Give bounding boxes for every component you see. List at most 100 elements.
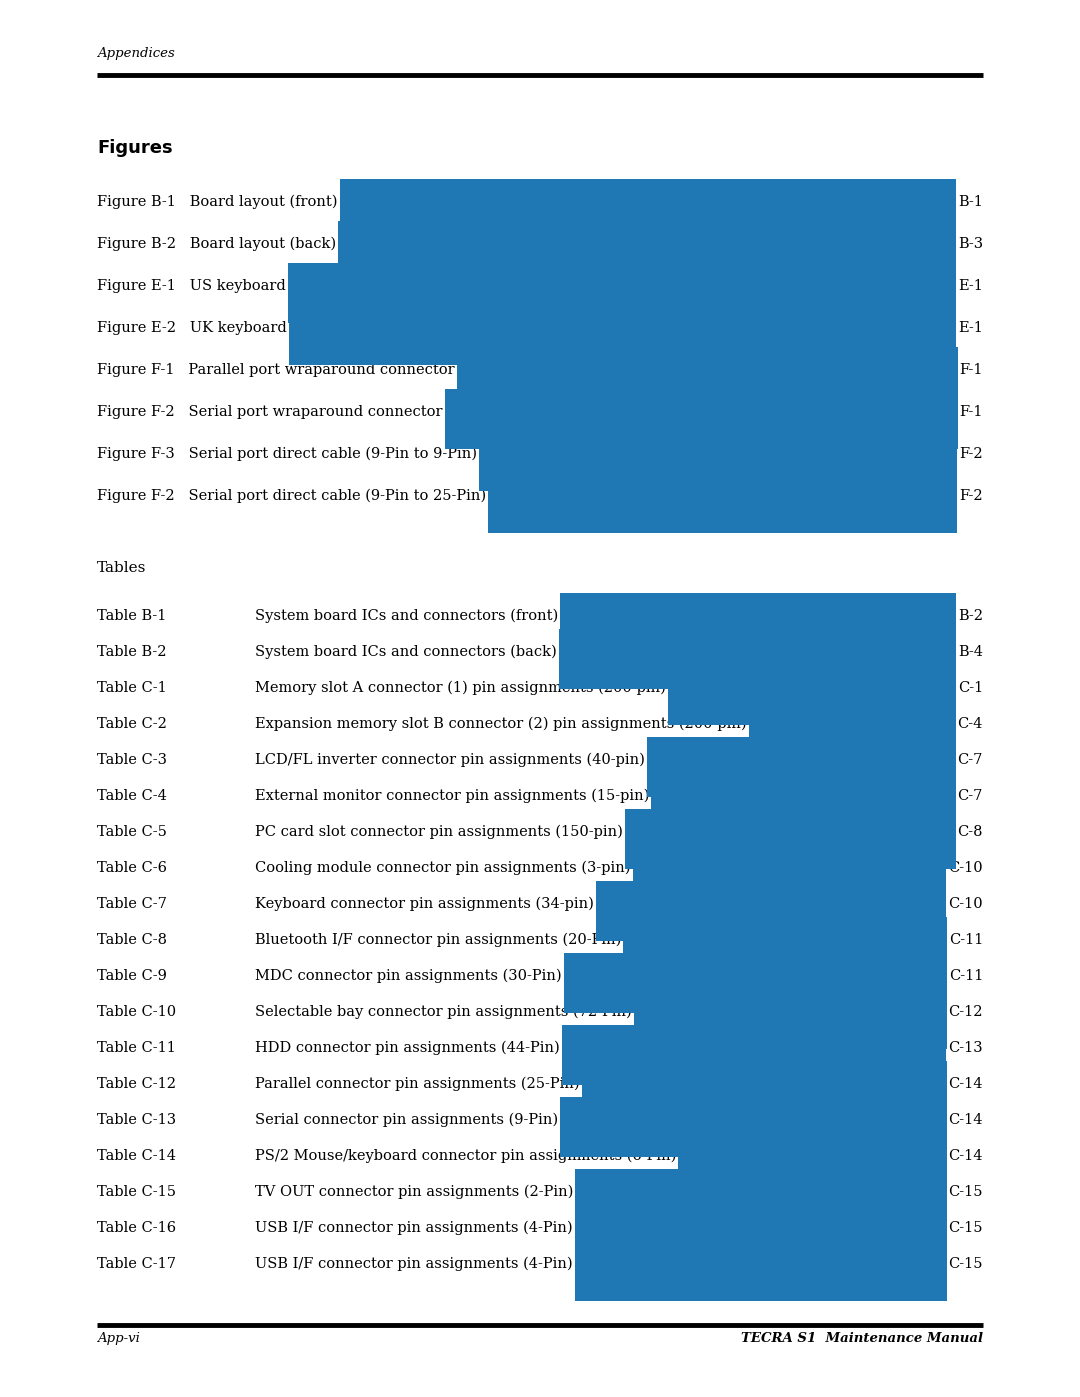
Text: Figures: Figures <box>97 138 173 156</box>
Text: ................................................................................: ........................................… <box>575 1257 1080 1271</box>
Text: C-12: C-12 <box>948 1004 983 1018</box>
Text: ................................................................................: ........................................… <box>287 279 1080 293</box>
Text: Figure F-2   Serial port wraparound connector: Figure F-2 Serial port wraparound connec… <box>97 405 443 419</box>
Text: ................................................................................: ........................................… <box>634 1004 1080 1018</box>
Text: Table C-9: Table C-9 <box>97 970 167 983</box>
Text: Table C-4: Table C-4 <box>97 789 167 803</box>
Text: Memory slot A connector (1) pin assignments (200-pin): Memory slot A connector (1) pin assignme… <box>255 680 666 694</box>
Text: MDC connector pin assignments (30-Pin): MDC connector pin assignments (30-Pin) <box>255 968 562 983</box>
Text: ................................................................................: ........................................… <box>338 237 1080 251</box>
Text: ................................................................................: ........................................… <box>678 1148 1080 1162</box>
Text: Figure B-2   Board layout (back): Figure B-2 Board layout (back) <box>97 236 336 251</box>
Text: ................................................................................: ........................................… <box>647 753 1080 767</box>
Text: System board ICs and connectors (back): System board ICs and connectors (back) <box>255 644 557 659</box>
Text: C-13: C-13 <box>948 1041 983 1055</box>
Text: C-11: C-11 <box>948 933 983 947</box>
Text: External monitor connector pin assignments (15-pin): External monitor connector pin assignmen… <box>255 789 649 803</box>
Text: ................................................................................: ........................................… <box>480 447 1080 461</box>
Text: Table C-12: Table C-12 <box>97 1077 176 1091</box>
Text: F-2: F-2 <box>959 447 983 461</box>
Text: TV OUT connector pin assignments (2-Pin): TV OUT connector pin assignments (2-Pin) <box>255 1185 573 1199</box>
Text: C-14: C-14 <box>948 1148 983 1162</box>
Text: ................................................................................: ........................................… <box>561 1113 1080 1127</box>
Text: Table B-1: Table B-1 <box>97 609 166 623</box>
Text: PS/2 Mouse/keyboard connector pin assignments (6-Pin): PS/2 Mouse/keyboard connector pin assign… <box>255 1148 676 1162</box>
Text: Figure E-1   US keyboard: Figure E-1 US keyboard <box>97 279 286 293</box>
Text: ................................................................................: ........................................… <box>582 1077 1080 1091</box>
Text: Table C-10: Table C-10 <box>97 1004 176 1018</box>
Text: Figure E-2   UK keyboard: Figure E-2 UK keyboard <box>97 321 287 335</box>
Text: ................................................................................: ........................................… <box>625 826 1080 840</box>
Text: Table C-5: Table C-5 <box>97 826 167 840</box>
Text: Figure B-1   Board layout (front): Figure B-1 Board layout (front) <box>97 194 337 210</box>
Text: ................................................................................: ........................................… <box>748 717 1080 731</box>
Text: USB I/F connector pin assignments (4-Pin): USB I/F connector pin assignments (4-Pin… <box>255 1221 572 1235</box>
Text: B-3: B-3 <box>958 237 983 251</box>
Text: B-1: B-1 <box>958 196 983 210</box>
Text: Figure F-3   Serial port direct cable (9-Pin to 9-Pin): Figure F-3 Serial port direct cable (9-P… <box>97 447 477 461</box>
Text: Table C-1: Table C-1 <box>97 680 166 694</box>
Text: Parallel connector pin assignments (25-Pin): Parallel connector pin assignments (25-P… <box>255 1077 580 1091</box>
Text: Table C-15: Table C-15 <box>97 1185 176 1199</box>
Text: App-vi: App-vi <box>97 1331 140 1345</box>
Text: Selectable bay connector pin assignments (72-Pin): Selectable bay connector pin assignments… <box>255 1004 632 1018</box>
Text: ................................................................................: ........................................… <box>562 1041 1080 1055</box>
Text: C-14: C-14 <box>948 1077 983 1091</box>
Text: F-1: F-1 <box>959 405 983 419</box>
Text: C-10: C-10 <box>948 897 983 911</box>
Text: Table C-6: Table C-6 <box>97 861 167 875</box>
Text: LCD/FL inverter connector pin assignments (40-pin): LCD/FL inverter connector pin assignment… <box>255 753 645 767</box>
Text: E-1: E-1 <box>958 321 983 335</box>
Text: System board ICs and connectors (front): System board ICs and connectors (front) <box>255 609 558 623</box>
Text: C-10: C-10 <box>948 861 983 875</box>
Text: Table C-16: Table C-16 <box>97 1221 176 1235</box>
Text: F-1: F-1 <box>959 363 983 377</box>
Text: C-15: C-15 <box>948 1221 983 1235</box>
Text: Keyboard connector pin assignments (34-pin): Keyboard connector pin assignments (34-p… <box>255 897 594 911</box>
Text: C-14: C-14 <box>948 1113 983 1127</box>
Text: Figure F-1   Parallel port wraparound connector: Figure F-1 Parallel port wraparound conn… <box>97 363 455 377</box>
Text: C-4: C-4 <box>958 717 983 731</box>
Text: Expansion memory slot B connector (2) pin assignments (200-pin): Expansion memory slot B connector (2) pi… <box>255 717 746 731</box>
Text: Figure F-2   Serial port direct cable (9-Pin to 25-Pin): Figure F-2 Serial port direct cable (9-P… <box>97 489 486 503</box>
Text: ................................................................................: ........................................… <box>596 897 1080 911</box>
Text: Table C-13: Table C-13 <box>97 1113 176 1127</box>
Text: Table C-3: Table C-3 <box>97 753 167 767</box>
Text: C-11: C-11 <box>948 970 983 983</box>
Text: Cooling module connector pin assignments (3-pin): Cooling module connector pin assignments… <box>255 861 631 875</box>
Text: Serial connector pin assignments (9-Pin): Serial connector pin assignments (9-Pin) <box>255 1112 558 1127</box>
Text: Tables: Tables <box>97 562 147 576</box>
Text: C-15: C-15 <box>948 1257 983 1271</box>
Text: ................................................................................: ........................................… <box>558 645 1080 659</box>
Text: Table C-11: Table C-11 <box>97 1041 176 1055</box>
Text: Table C-17: Table C-17 <box>97 1257 176 1271</box>
Text: ................................................................................: ........................................… <box>651 789 1080 803</box>
Text: Table C-8: Table C-8 <box>97 933 167 947</box>
Text: C-8: C-8 <box>958 826 983 840</box>
Text: C-1: C-1 <box>958 680 983 694</box>
Text: F-2: F-2 <box>959 489 983 503</box>
Text: B-2: B-2 <box>958 609 983 623</box>
Text: ................................................................................: ........................................… <box>445 405 1080 419</box>
Text: Table C-7: Table C-7 <box>97 897 167 911</box>
Text: ................................................................................: ........................................… <box>339 196 1080 210</box>
Text: C-7: C-7 <box>958 753 983 767</box>
Text: ................................................................................: ........................................… <box>488 489 1080 503</box>
Text: C-15: C-15 <box>948 1185 983 1199</box>
Text: Table B-2: Table B-2 <box>97 645 166 659</box>
Text: Table C-2: Table C-2 <box>97 717 167 731</box>
Text: E-1: E-1 <box>958 279 983 293</box>
Text: ................................................................................: ........................................… <box>561 609 1080 623</box>
Text: ................................................................................: ........................................… <box>575 1221 1080 1235</box>
Text: ................................................................................: ........................................… <box>633 861 1080 875</box>
Text: Bluetooth I/F connector pin assignments (20-Pin): Bluetooth I/F connector pin assignments … <box>255 933 621 947</box>
Text: ................................................................................: ........................................… <box>288 321 1080 335</box>
Text: USB I/F connector pin assignments (4-Pin): USB I/F connector pin assignments (4-Pin… <box>255 1257 572 1271</box>
Text: ................................................................................: ........................................… <box>623 933 1080 947</box>
Text: Table C-14: Table C-14 <box>97 1148 176 1162</box>
Text: C-7: C-7 <box>958 789 983 803</box>
Text: ................................................................................: ........................................… <box>564 970 1080 983</box>
Text: TECRA S1  Maintenance Manual: TECRA S1 Maintenance Manual <box>741 1331 983 1345</box>
Text: ................................................................................: ........................................… <box>667 680 1080 694</box>
Text: Appendices: Appendices <box>97 47 175 60</box>
